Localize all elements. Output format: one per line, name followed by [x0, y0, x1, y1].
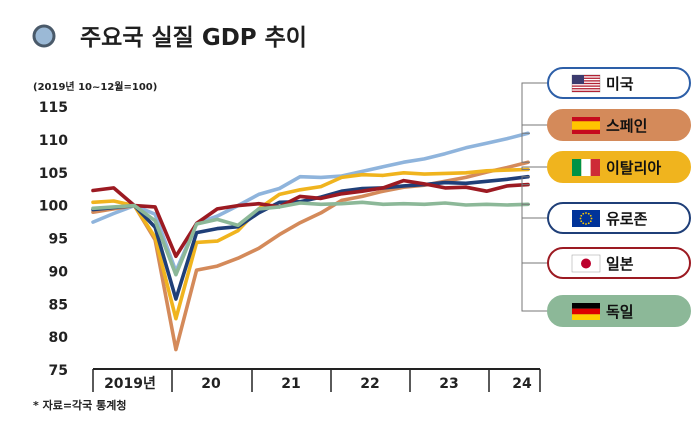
japan-flag-icon: [571, 254, 601, 273]
spain-flag-icon: [572, 117, 600, 134]
legend-item: 독일: [547, 295, 691, 327]
legend-label: 유로존: [606, 210, 648, 228]
series-line: [91, 200, 530, 277]
legend-item: 이탈리아: [547, 151, 691, 183]
legend-item: 일본: [547, 247, 691, 279]
source-note: * 자료=각국 통계청: [33, 398, 126, 412]
y-tick-label: 110: [39, 133, 68, 149]
y-tick-label: 100: [39, 199, 68, 215]
legend-label: 스페인: [606, 117, 647, 135]
x-tick-label: 2019년: [104, 376, 156, 392]
y-tick-label: 105: [39, 166, 68, 182]
leader-line: [521, 82, 548, 134]
leader-line: [521, 203, 548, 312]
x-tick-label: 22: [360, 376, 379, 392]
leader-line: [521, 124, 548, 163]
eu-flag-icon: [572, 210, 600, 227]
legend-label: 미국: [606, 75, 634, 93]
legend-item: 유로존: [547, 202, 691, 234]
legend-label: 일본: [606, 255, 634, 273]
series-line: [91, 174, 530, 301]
legend-item: 미국: [547, 67, 691, 99]
series-line: [91, 178, 530, 259]
x-tick-label: 21: [281, 376, 300, 392]
y-tick-label: 115: [39, 100, 68, 116]
leader-line: [521, 176, 548, 219]
legend-label: 이탈리아: [606, 159, 661, 177]
y-tick-label: 90: [49, 264, 69, 280]
us-flag-icon: [571, 74, 601, 93]
chart-title: 주요국 실질 GDP 추이: [80, 25, 307, 51]
unit-note: (2019년 10~12월=100): [33, 80, 157, 93]
italy-flag-icon: [572, 159, 600, 176]
series-line: [91, 160, 530, 352]
series-line: [91, 167, 530, 321]
y-tick-label: 85: [49, 297, 68, 313]
leader-line: [521, 166, 548, 170]
y-tick-label: 75: [49, 363, 68, 379]
legend-label: 독일: [606, 303, 634, 321]
title-bullet-icon: [32, 24, 56, 48]
y-tick-label: 80: [49, 330, 69, 346]
x-axis: 2019년 20 21 22 23 24: [92, 368, 541, 392]
series-lines: [91, 131, 530, 352]
x-tick-label: 20: [201, 376, 221, 392]
legend-item: 스페인: [547, 109, 691, 141]
leader-line: [521, 184, 548, 264]
y-axis: 75 80 85 90 95 100 105 110 115: [39, 100, 68, 379]
y-tick-label: 95: [49, 232, 68, 248]
x-tick-label: 23: [439, 376, 458, 392]
x-tick-label: 24: [512, 376, 532, 392]
germany-flag-icon: [572, 303, 600, 320]
